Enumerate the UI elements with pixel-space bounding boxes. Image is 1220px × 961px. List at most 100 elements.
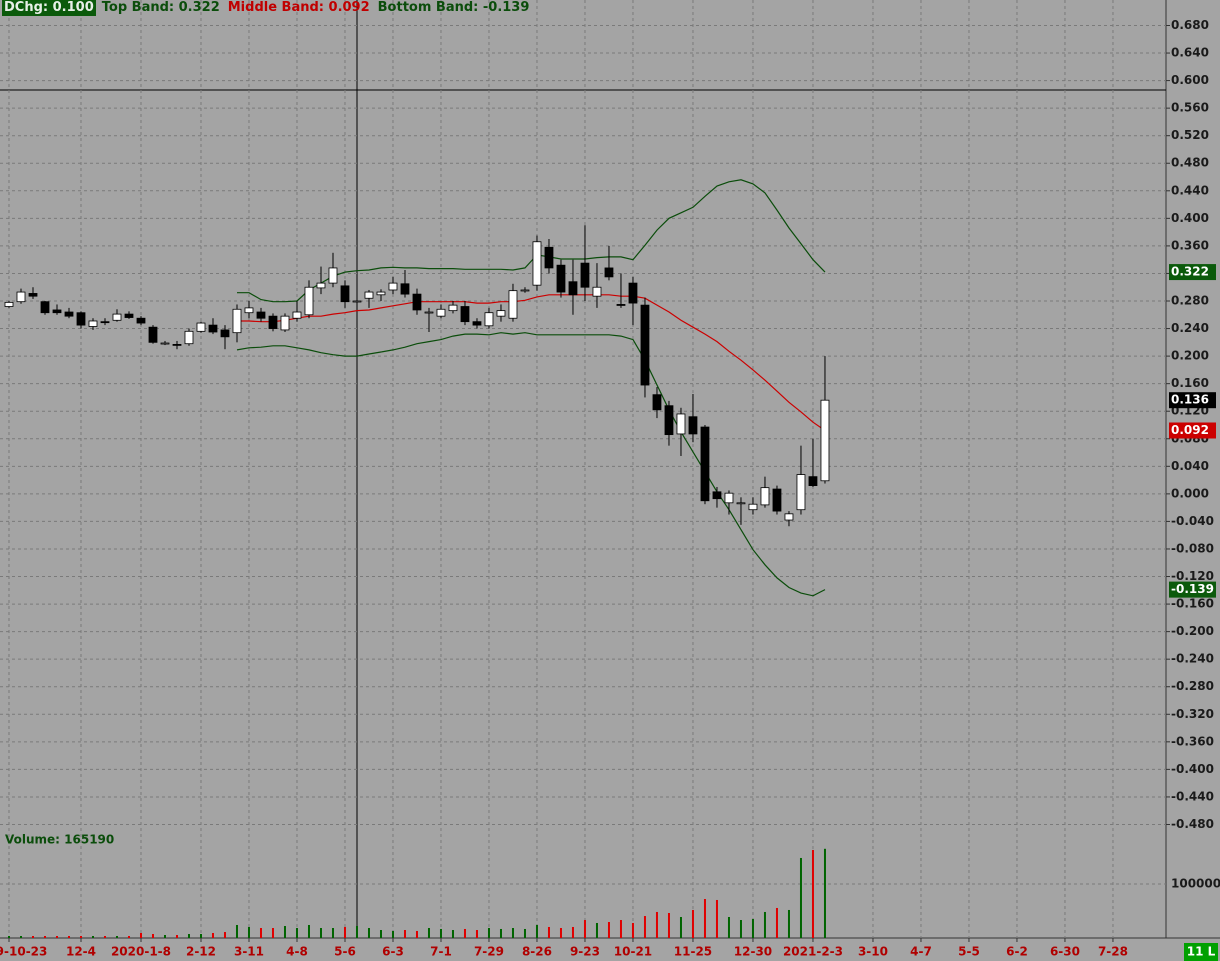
y-tick-label: 100000 <box>1171 877 1220 891</box>
candle-body <box>28 293 38 297</box>
status-box <box>1184 943 1218 961</box>
candle-body <box>292 311 302 319</box>
candle-body <box>496 310 506 317</box>
x-tick-label: 6-30 <box>1050 945 1080 959</box>
volume-bar <box>307 924 310 938</box>
candle-body <box>160 342 170 345</box>
y-tick-label: 0.160 <box>1171 376 1209 390</box>
volume-bar <box>427 928 430 938</box>
x-tick-label: 12-30 <box>734 945 772 959</box>
candle-body <box>712 491 722 500</box>
candle-body <box>460 306 470 323</box>
candle-body <box>436 308 446 317</box>
legend: DChg: 0.100 Top Band: 0.322 Middle Band: 0… <box>2 0 531 16</box>
y-tick-label: -0.040 <box>1171 514 1214 528</box>
x-tick-label: 2020-1-8 <box>111 945 171 959</box>
y-tick-label: -0.240 <box>1171 652 1214 666</box>
volume-bar <box>727 916 730 938</box>
volume-bar <box>223 932 226 938</box>
x-tick-label: 6-3 <box>382 945 404 959</box>
candle-body <box>472 321 482 326</box>
volume-bar <box>523 928 526 938</box>
candle-body <box>388 282 398 291</box>
volume-bar <box>355 926 358 938</box>
legend-item: Middle Band: 0.092 <box>227 0 370 15</box>
candle-body <box>124 313 134 318</box>
band-line <box>236 332 826 597</box>
legend-item: DChg: 0.100 <box>2 0 96 16</box>
x-tick-label: 11-25 <box>674 945 712 959</box>
volume-bar <box>271 928 274 938</box>
candle-body <box>364 291 374 299</box>
candle-body <box>232 308 242 334</box>
volume-bar <box>571 926 574 938</box>
candle-body <box>520 289 530 292</box>
candle-body <box>820 399 830 482</box>
volume-bar <box>463 928 466 938</box>
candle-body <box>628 282 638 304</box>
volume-bar <box>655 911 658 938</box>
volume-bar <box>367 928 370 938</box>
x-tick-label: 2021-2-3 <box>783 945 843 959</box>
y-tick-label: -0.320 <box>1171 707 1214 721</box>
candle-body <box>184 330 194 345</box>
candle-body <box>604 267 614 278</box>
x-tick-label: 2019-10-23 <box>0 945 47 959</box>
volume-bar <box>19 936 22 938</box>
candle-body <box>16 291 26 303</box>
x-tick-label: 9-23 <box>570 945 600 959</box>
volume-bar <box>211 932 214 938</box>
candle-body <box>448 304 458 312</box>
candle-body <box>220 329 230 338</box>
candle-body <box>544 246 554 269</box>
x-tick-label: 3-11 <box>234 945 264 959</box>
legend-item: Top Band: 0.322 <box>101 0 220 15</box>
y-tick-label: 0.040 <box>1171 459 1209 473</box>
volume-bar <box>559 928 562 938</box>
candle-body <box>52 309 62 314</box>
volume-bar <box>43 936 46 938</box>
y-tick-label: 0.480 <box>1171 156 1209 170</box>
x-tick-label: 5-6 <box>334 945 356 959</box>
volume-bar <box>415 930 418 938</box>
y-tick-label: 0.240 <box>1171 321 1209 335</box>
x-tick-label: 2-12 <box>186 945 216 959</box>
candle-body <box>88 320 98 327</box>
candle-body <box>40 301 50 314</box>
volume-bar <box>763 911 766 938</box>
x-tick-label: 3-10 <box>858 945 888 959</box>
value-badge <box>1169 422 1216 439</box>
candle-body <box>280 315 290 331</box>
y-tick-label: -0.280 <box>1171 679 1214 693</box>
volume-bar <box>91 936 94 938</box>
x-tick-label: 12-4 <box>66 945 96 959</box>
volume-bar <box>247 926 250 938</box>
volume-bar <box>535 924 538 938</box>
candle-body <box>700 426 710 502</box>
volume-bar <box>775 907 778 938</box>
volume-bar <box>79 936 82 938</box>
candle-body <box>196 322 206 332</box>
candle-body <box>640 304 650 386</box>
volume-bar <box>595 922 598 938</box>
candle-body <box>376 291 386 296</box>
volume-bar <box>439 928 442 938</box>
y-tick-label: 0.560 <box>1171 101 1209 115</box>
candle-body <box>136 317 146 324</box>
x-tick-label: 7-29 <box>474 945 504 959</box>
volume-bar <box>631 922 634 938</box>
volume-bar <box>811 849 814 938</box>
candle-body <box>64 311 74 317</box>
volume-bar <box>403 930 406 938</box>
y-tick-label: 0.200 <box>1171 349 1209 363</box>
volume-bar <box>391 930 394 938</box>
volume-bar <box>715 899 718 938</box>
candle-body <box>4 301 14 307</box>
candle-body <box>568 281 578 296</box>
candle-body <box>112 313 122 321</box>
candle-body <box>748 503 758 511</box>
volume-bar <box>679 916 682 938</box>
volume-bar <box>343 926 346 938</box>
candle-body <box>724 492 734 504</box>
